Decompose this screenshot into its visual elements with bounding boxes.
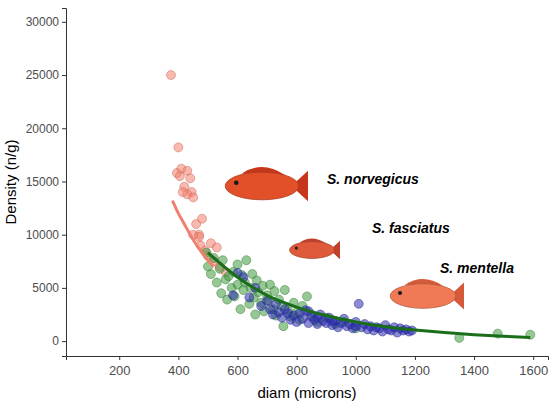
x-tick-label: 1600 — [519, 363, 548, 378]
x-axis: 200 400 600 800 1000 1200 1400 1600 — [67, 356, 549, 378]
y-tick-mark — [62, 181, 66, 182]
x-axis-title: diam (microns) — [257, 384, 356, 401]
x-tick: 600 — [227, 356, 249, 378]
fish-eye — [295, 246, 298, 249]
point — [178, 188, 187, 197]
x-tick: 1400 — [460, 356, 489, 378]
species-label: S. mentella — [440, 260, 514, 276]
point — [251, 310, 260, 319]
fish-eye — [234, 180, 239, 185]
plot-area — [166, 71, 534, 343]
y-axis-line — [62, 9, 67, 357]
y-tick-mark — [62, 235, 66, 236]
fish-icons — [225, 167, 464, 310]
point-group — [166, 71, 230, 277]
y-tick: 25000 — [26, 68, 66, 82]
point — [212, 243, 221, 252]
chart: 200 400 600 800 1000 1200 1400 1600 0 5000 10000 15… — [0, 0, 555, 408]
x-tick-label: 600 — [227, 363, 249, 378]
y-tick-mark — [62, 22, 66, 23]
fish-body — [225, 172, 299, 200]
x-tick-mark — [474, 356, 475, 360]
x-tick: 1200 — [401, 356, 430, 378]
x-tick-label: 800 — [286, 363, 308, 378]
point — [206, 270, 215, 279]
y-tick-label: 15000 — [26, 175, 60, 189]
point-group — [202, 248, 535, 342]
x-tick-label: 1000 — [342, 363, 371, 378]
point — [270, 287, 279, 296]
y-tick: 30000 — [26, 15, 66, 29]
fish-icon — [390, 279, 464, 309]
y-tick-mark — [62, 128, 66, 129]
fish-eye — [398, 291, 402, 295]
species-label: S. norvegicus — [327, 171, 419, 187]
x-tick: 200 — [109, 356, 131, 378]
x-tick: 400 — [168, 356, 190, 378]
x-tick-mark — [238, 356, 239, 360]
y-axis-title: Density (n/g) — [2, 139, 19, 224]
y-tick: 10000 — [26, 228, 66, 242]
point — [212, 278, 221, 287]
x-tick-label: 1200 — [401, 363, 430, 378]
y-tick-label: 25000 — [26, 68, 60, 82]
y-tick: 20000 — [26, 122, 66, 136]
x-axis-line — [67, 357, 549, 361]
y-axis: 0 5000 10000 15000 20000 25000 30000 — [26, 9, 67, 357]
x-tick: 1600 — [519, 356, 548, 378]
point — [186, 174, 195, 183]
species-label: S. fasciatus — [372, 220, 450, 236]
y-tick-mark — [62, 75, 66, 76]
point — [233, 260, 242, 269]
x-tick-label: 1400 — [460, 363, 489, 378]
x-tick-label: 200 — [109, 363, 131, 378]
point — [280, 286, 289, 295]
point — [198, 214, 207, 223]
point — [236, 305, 245, 314]
y-tick-label: 0 — [52, 334, 59, 348]
point — [242, 256, 251, 265]
y-tick-label: 5000 — [32, 281, 59, 295]
x-tick: 1000 — [342, 356, 371, 378]
x-tick-mark — [119, 356, 120, 360]
x-tick-label: 400 — [168, 363, 190, 378]
y-tick-label: 20000 — [26, 122, 60, 136]
point — [174, 143, 183, 152]
y-tick-mark — [62, 341, 66, 342]
fish-body — [290, 242, 335, 259]
point — [354, 299, 363, 308]
fish-body — [390, 284, 456, 309]
point — [189, 193, 198, 202]
fish-icon — [225, 167, 308, 201]
point — [245, 293, 254, 302]
point — [279, 322, 288, 331]
point — [303, 292, 312, 301]
x-tick: 800 — [286, 356, 308, 378]
x-tick-mark — [415, 356, 416, 360]
x-tick-mark — [297, 356, 298, 360]
fit-line — [208, 253, 530, 338]
x-tick-mark — [533, 356, 534, 360]
x-tick-mark — [356, 356, 357, 360]
point — [229, 291, 238, 300]
y-tick: 15000 — [26, 175, 66, 189]
y-tick-mark — [62, 288, 66, 289]
y-tick: 0 — [52, 334, 66, 348]
fish-icon — [290, 238, 340, 259]
y-tick-label: 30000 — [26, 15, 60, 29]
y-tick: 5000 — [32, 281, 66, 295]
y-tick-label: 10000 — [26, 228, 60, 242]
x-tick-mark — [178, 356, 179, 360]
fit-line — [172, 201, 213, 267]
point — [166, 71, 175, 80]
